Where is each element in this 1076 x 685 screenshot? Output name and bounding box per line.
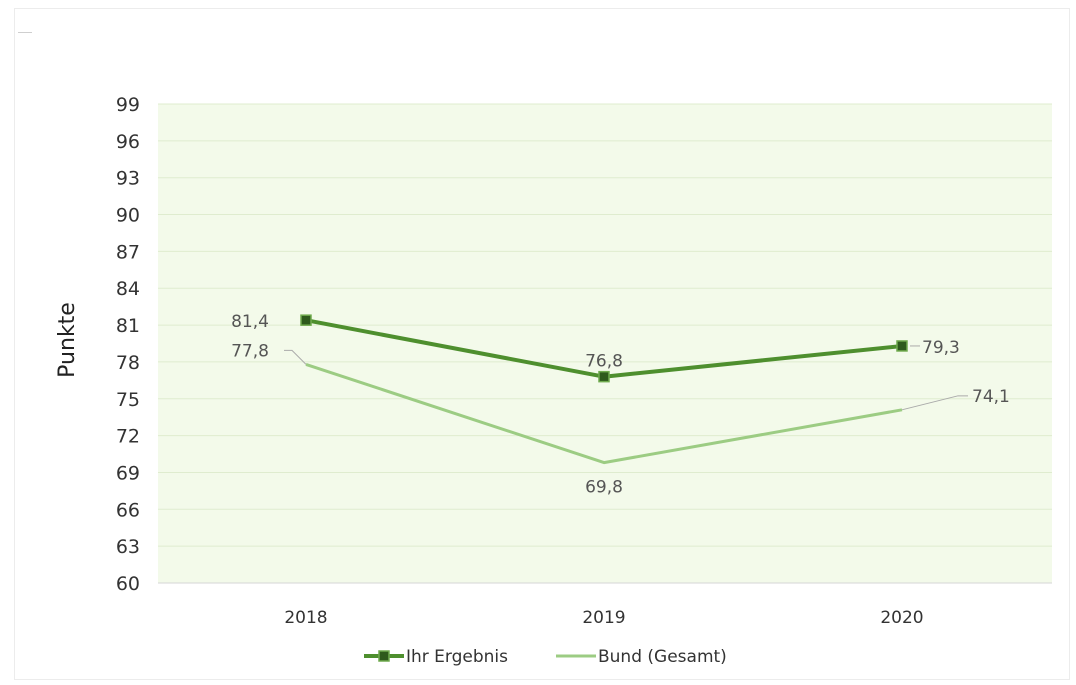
y-tick-label: 75 [116,389,140,411]
y-tick-label: 69 [116,462,140,484]
y-tick-label: 81 [116,315,140,337]
x-axis-ticks: 2018 2019 2020 [284,608,923,628]
y-tick-label: 66 [116,499,140,521]
legend: Ihr Ergebnis Bund (Gesamt) [364,647,727,667]
y-tick-label: 93 [116,168,140,190]
y-axis-title: Punkte [55,302,80,378]
y-tick-label: 84 [116,278,140,300]
data-label-bund-gesamt: 77,8 [231,341,269,361]
leader-line [901,395,968,411]
series-line-bund-gesamt [305,362,903,465]
y-axis-ticks: 60 63 66 69 72 75 78 81 84 87 90 93 96 99 [116,94,140,595]
data-label-ihr-ergebnis: 81,4 [231,312,269,332]
data-point-ihr-ergebnis [300,314,312,326]
data-label-ihr-ergebnis: 76,8 [585,352,623,372]
y-tick-label: 90 [116,205,140,227]
legend-label-bund-gesamt: Bund (Gesamt) [598,647,727,667]
y-tick-label: 96 [116,131,140,153]
y-tick-label: 87 [116,241,140,263]
legend-label-ihr-ergebnis: Ihr Ergebnis [406,647,508,667]
data-label-ihr-ergebnis: 79,3 [922,338,960,358]
x-tick-label: 2018 [284,608,327,628]
data-label-bund-gesamt: 69,8 [585,478,623,498]
y-tick-label: 63 [116,536,140,558]
x-tick-label: 2019 [582,608,625,628]
leader-line [284,349,307,365]
plot-area-background [158,104,1052,583]
data-point-ihr-ergebnis [896,340,908,352]
y-tick-label: 72 [116,426,140,448]
y-tick-label: 60 [116,573,140,595]
data-label-bund-gesamt: 74,1 [972,387,1010,407]
x-tick-label: 2020 [880,608,923,628]
series-layer: 81,4 76,8 79,3 77,8 69,8 74,1 [231,312,1010,497]
grid-lines [158,103,1052,584]
y-tick-label: 78 [116,352,140,374]
y-tick-label: 99 [116,94,140,116]
legend-marker-ihr-ergebnis [378,650,390,662]
corner-mark [18,32,32,33]
data-point-ihr-ergebnis [598,370,610,383]
